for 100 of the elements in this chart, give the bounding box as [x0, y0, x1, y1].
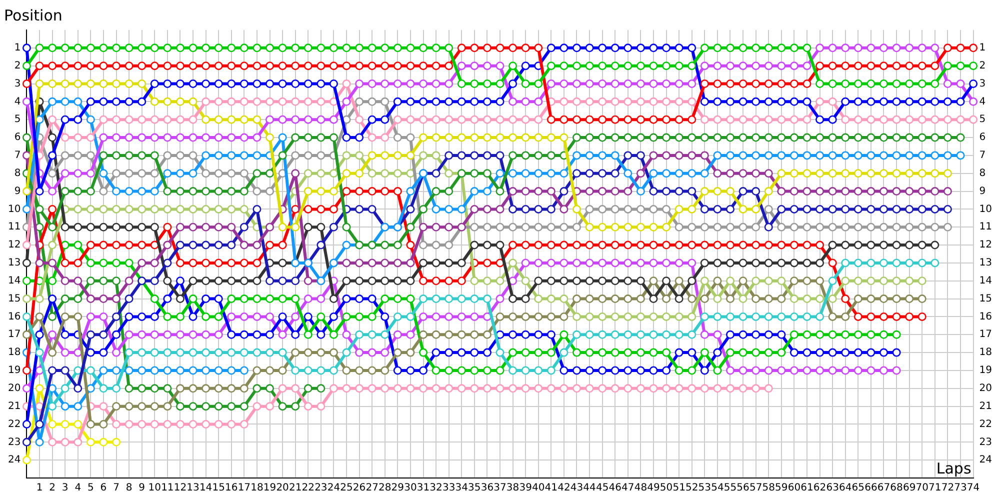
point	[22, 133, 31, 142]
point	[99, 276, 108, 286]
y-tick-label: 20	[8, 382, 21, 394]
y2-tick-label: 19	[979, 365, 992, 376]
x-tick-label: 22	[302, 482, 314, 494]
point	[227, 420, 236, 428]
y2-tick-label: 2	[979, 60, 986, 72]
x-tick-label: 43	[570, 482, 584, 494]
y-tick-label: 24	[8, 454, 21, 466]
point	[342, 384, 351, 393]
point	[240, 420, 248, 428]
y-tick-label: 4	[14, 96, 21, 108]
y2-tick-label: 10	[979, 204, 992, 215]
point	[266, 402, 274, 411]
point	[227, 402, 236, 411]
point	[112, 276, 121, 286]
x-tick-label: 18	[250, 482, 264, 494]
x-tick-label: 63	[826, 482, 839, 494]
point	[316, 402, 326, 411]
y2-tick-label: 20	[979, 382, 992, 394]
x-tick-label: 3	[62, 482, 68, 494]
x-tick-label: 15	[212, 482, 225, 494]
point	[726, 384, 734, 393]
y-tick-label: 6	[14, 132, 21, 144]
point	[419, 384, 428, 393]
x-tick-label: 34	[455, 482, 468, 494]
point	[266, 384, 274, 393]
x-tick-label: 13	[186, 482, 200, 494]
point	[202, 402, 210, 411]
x-tick-label: 28	[378, 482, 392, 494]
point	[74, 402, 82, 411]
y2-tick-label: 4	[979, 96, 986, 108]
point	[99, 366, 108, 375]
point	[674, 384, 684, 393]
point	[738, 384, 748, 393]
point	[585, 384, 594, 393]
point	[112, 438, 121, 446]
x-tick-label: 33	[442, 482, 456, 494]
x-tick-label: 5	[87, 482, 94, 494]
x-tick-label: 23	[314, 482, 328, 494]
x-tick-label: 47	[622, 482, 634, 494]
point	[112, 366, 121, 375]
point	[240, 366, 248, 375]
point	[649, 384, 658, 393]
point	[48, 312, 57, 321]
y-tick-label: 8	[14, 168, 21, 179]
x-tick-label: 58	[762, 482, 775, 494]
x-tick-label: 6	[100, 482, 107, 494]
x-tick-label: 54	[711, 482, 724, 494]
x-tick-label: 74	[966, 482, 980, 494]
point	[112, 420, 121, 428]
point	[150, 366, 159, 375]
point	[99, 438, 108, 446]
x-tick-label: 51	[672, 482, 686, 494]
point	[496, 384, 504, 393]
y2-tick-label: 14	[979, 275, 992, 286]
y2-tick-label: 16	[979, 311, 992, 322]
point	[124, 366, 134, 375]
x-tick-label: 50	[660, 482, 673, 494]
point	[60, 402, 70, 411]
point	[176, 366, 184, 375]
x-tick-label: 68	[890, 482, 903, 494]
point	[444, 384, 454, 393]
x-tick-label: 17	[238, 482, 251, 494]
y-tick-label: 14	[8, 275, 21, 286]
x-tick-label: 26	[352, 482, 366, 494]
y2-tick-label: 5	[979, 114, 986, 126]
point	[163, 420, 172, 428]
point	[546, 384, 556, 393]
x-tick-label: 72	[941, 482, 954, 494]
point	[278, 384, 287, 393]
x-axis-title: Laps	[936, 459, 972, 478]
x-tick-label: 73	[954, 482, 967, 494]
x-tick-label: 49	[647, 482, 660, 494]
x-tick-label: 35	[468, 482, 481, 494]
y2-tick-label: 11	[979, 222, 992, 233]
point	[240, 402, 248, 411]
point	[688, 384, 696, 393]
point	[124, 420, 134, 428]
y2-tick-label: 7	[979, 150, 986, 162]
point	[598, 384, 607, 393]
y-tick-label: 19	[8, 365, 21, 376]
point	[60, 294, 70, 304]
point	[291, 384, 300, 393]
x-tick-label: 12	[174, 482, 187, 494]
x-tick-label: 30	[404, 482, 417, 494]
point	[214, 420, 223, 428]
y-tick-label: 16	[8, 311, 21, 322]
point	[138, 384, 146, 393]
x-tick-label: 42	[558, 482, 570, 494]
point	[74, 420, 82, 428]
point	[48, 420, 57, 428]
x-tick-label: 60	[788, 482, 801, 494]
point	[636, 384, 645, 393]
y-axis-title: Position	[4, 6, 62, 24]
point	[304, 384, 312, 393]
x-tick-label: 20	[276, 482, 289, 494]
point	[176, 402, 184, 411]
x-tick-label: 39	[519, 482, 532, 494]
point	[278, 402, 287, 411]
